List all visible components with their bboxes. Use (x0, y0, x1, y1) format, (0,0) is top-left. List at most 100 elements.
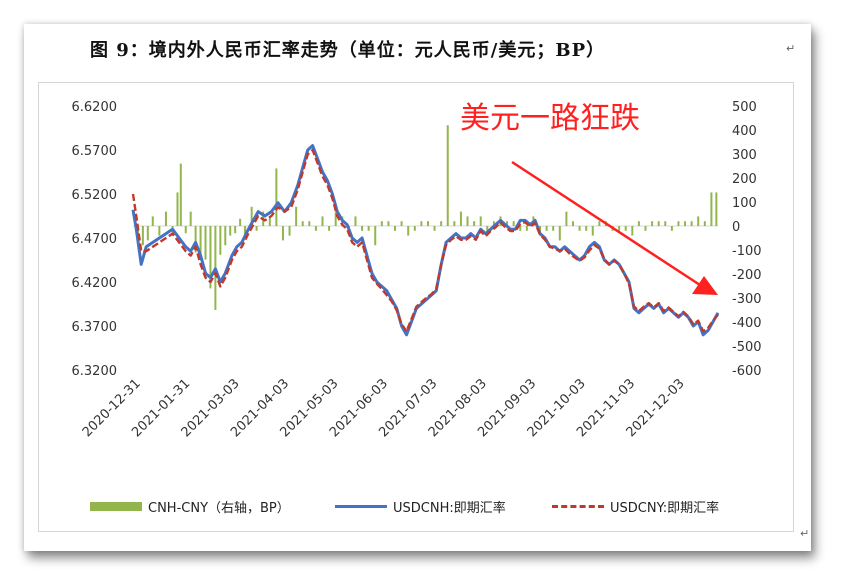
y-right-tick-label: 100 (732, 196, 757, 211)
annotation-layer: 美元一路狂跌 (460, 101, 718, 295)
cnh-cny-bar (255, 226, 258, 231)
cnh-cny-bar (141, 226, 144, 246)
axis-labels: 6.6200 6.5700 6.5200 6.4700 6.4200 6.3700 6.32… (72, 100, 762, 440)
cnh-cny-bar (176, 192, 179, 226)
legend-item-usdcnh: USDCNH:即期汇率 (335, 497, 506, 516)
paragraph-mark-icon: ↵ (786, 42, 796, 55)
cnh-cny-bar (189, 211, 192, 226)
cnh-cny-bar (598, 221, 601, 226)
y-right-tick-label: -100 (732, 244, 762, 259)
cnh-cny-bar (565, 211, 568, 226)
cnh-cny-bar (367, 226, 370, 231)
cnh-cny-bar (473, 221, 476, 226)
y-left-tick-label: 6.3200 (72, 364, 118, 379)
y-right-tick-label: -300 (732, 292, 762, 307)
cnh-cny-bar (466, 216, 469, 226)
cnh-cny-bar (637, 221, 640, 226)
cnh-cny-bar (631, 226, 634, 236)
y-right-tick-label: 200 (732, 172, 757, 187)
legend-item-bar: CNH-CNY（右轴，BP） (90, 497, 290, 516)
cnh-cny-bar (204, 226, 207, 260)
cnh-cny-bar (684, 221, 687, 226)
cnh-cny-bar (453, 221, 456, 226)
y-right-tick-label: -200 (732, 268, 762, 283)
y-right-tick-label: -400 (732, 316, 762, 331)
y-right-tick-label: 0 (732, 220, 740, 235)
chart-title: 图 9：境内外人民币汇率走势（单位：元人民币/美元；BP） (90, 40, 606, 61)
cnh-cny-bar (268, 216, 271, 226)
cnh-cny-bar (492, 221, 495, 226)
paragraph-mark-icon-bottom: ↵ (800, 527, 810, 540)
usdcnh-line (131, 144, 720, 337)
cnh-cny-bar (420, 221, 423, 226)
cnh-cny-bar (199, 226, 202, 255)
cnh-cny-bar (591, 226, 594, 236)
cnh-cny-bar (715, 192, 718, 226)
cnh-cny-bar (618, 226, 621, 231)
cnh-cny-bar (710, 192, 713, 226)
cnh-cny-bar (697, 216, 700, 226)
legend-label-bar: CNH-CNY（右轴，BP） (148, 501, 290, 516)
y-left-tick-label: 6.4700 (72, 232, 118, 247)
cnh-cny-bar (571, 221, 574, 226)
cnh-cny-bar (354, 216, 357, 226)
cnh-cny-bar (440, 221, 443, 226)
legend-label-usdcnh: USDCNH:即期汇率 (393, 501, 506, 516)
cnh-cny-bar (558, 226, 561, 241)
cnh-cny-bar (158, 226, 161, 236)
annotation-text: 美元一路狂跌 (460, 101, 640, 136)
cnh-cny-bar (146, 226, 149, 241)
cnh-cny-bar (184, 226, 187, 234)
cnh-cny-bar (374, 226, 377, 246)
cnh-cny-bar (321, 216, 324, 226)
y-left-tick-label: 6.5200 (72, 188, 118, 203)
y-left-tick-label: 6.4200 (72, 276, 118, 291)
cnh-cny-bar (578, 226, 581, 231)
cnh-cny-bar (519, 226, 522, 231)
cnh-cny-bar (407, 226, 410, 236)
cnh-cny-bar (250, 206, 253, 226)
cnh-cny-bar (657, 221, 660, 226)
y-right-tick-label: 500 (732, 100, 757, 115)
cnh-cny-bar (670, 226, 673, 231)
y-left-tick-label: 6.6200 (72, 100, 118, 115)
cnh-cny-bar (426, 221, 429, 226)
legend-swatch-usdcnh (335, 505, 387, 508)
legend-swatch-bar (90, 502, 142, 511)
cnh-cny-bar (690, 221, 693, 226)
cnh-cny-bar (394, 226, 397, 231)
cnh-cny-bar (239, 218, 242, 226)
cnh-cny-bar (229, 226, 232, 236)
legend-swatch-usdcny (552, 505, 604, 508)
cnh-cny-bar (400, 221, 403, 226)
legend-item-usdcny: USDCNY:即期汇率 (552, 497, 719, 516)
cnh-cny-bar (479, 216, 482, 226)
rate-lines (131, 144, 720, 337)
cnh-cny-bar (387, 221, 390, 226)
cnh-cny-bar (151, 216, 154, 226)
cnh-cny-bar (164, 211, 167, 226)
cnh-cny-bar (664, 221, 667, 226)
cnh-cny-bar (506, 221, 509, 226)
cnh-cny-bar (677, 221, 680, 226)
legend-label-usdcny: USDCNY:即期汇率 (610, 501, 720, 516)
cnh-cny-bar (545, 226, 548, 231)
cnh-cny-bar (361, 226, 364, 231)
usdcny-line (131, 148, 719, 333)
cnh-cny-bar (459, 211, 462, 226)
cnh-cny-bar (314, 226, 317, 231)
cnh-cny-bar (219, 226, 222, 255)
cnh-cny-bar (328, 226, 331, 231)
cnh-cny-bar (433, 226, 436, 231)
cnh-cny-bar (301, 221, 304, 226)
cnh-cny-bar (194, 226, 197, 253)
cnh-cny-bar (334, 211, 337, 226)
cnh-cny-bar (585, 226, 588, 231)
cnh-cny-bar (179, 163, 182, 226)
cnh-cny-bar (512, 221, 515, 226)
y-left-tick-label: 6.3700 (72, 320, 118, 335)
cnh-cny-bar (486, 226, 489, 231)
cnh-cny-bar (380, 221, 383, 226)
cnh-cny-bar (552, 226, 555, 231)
